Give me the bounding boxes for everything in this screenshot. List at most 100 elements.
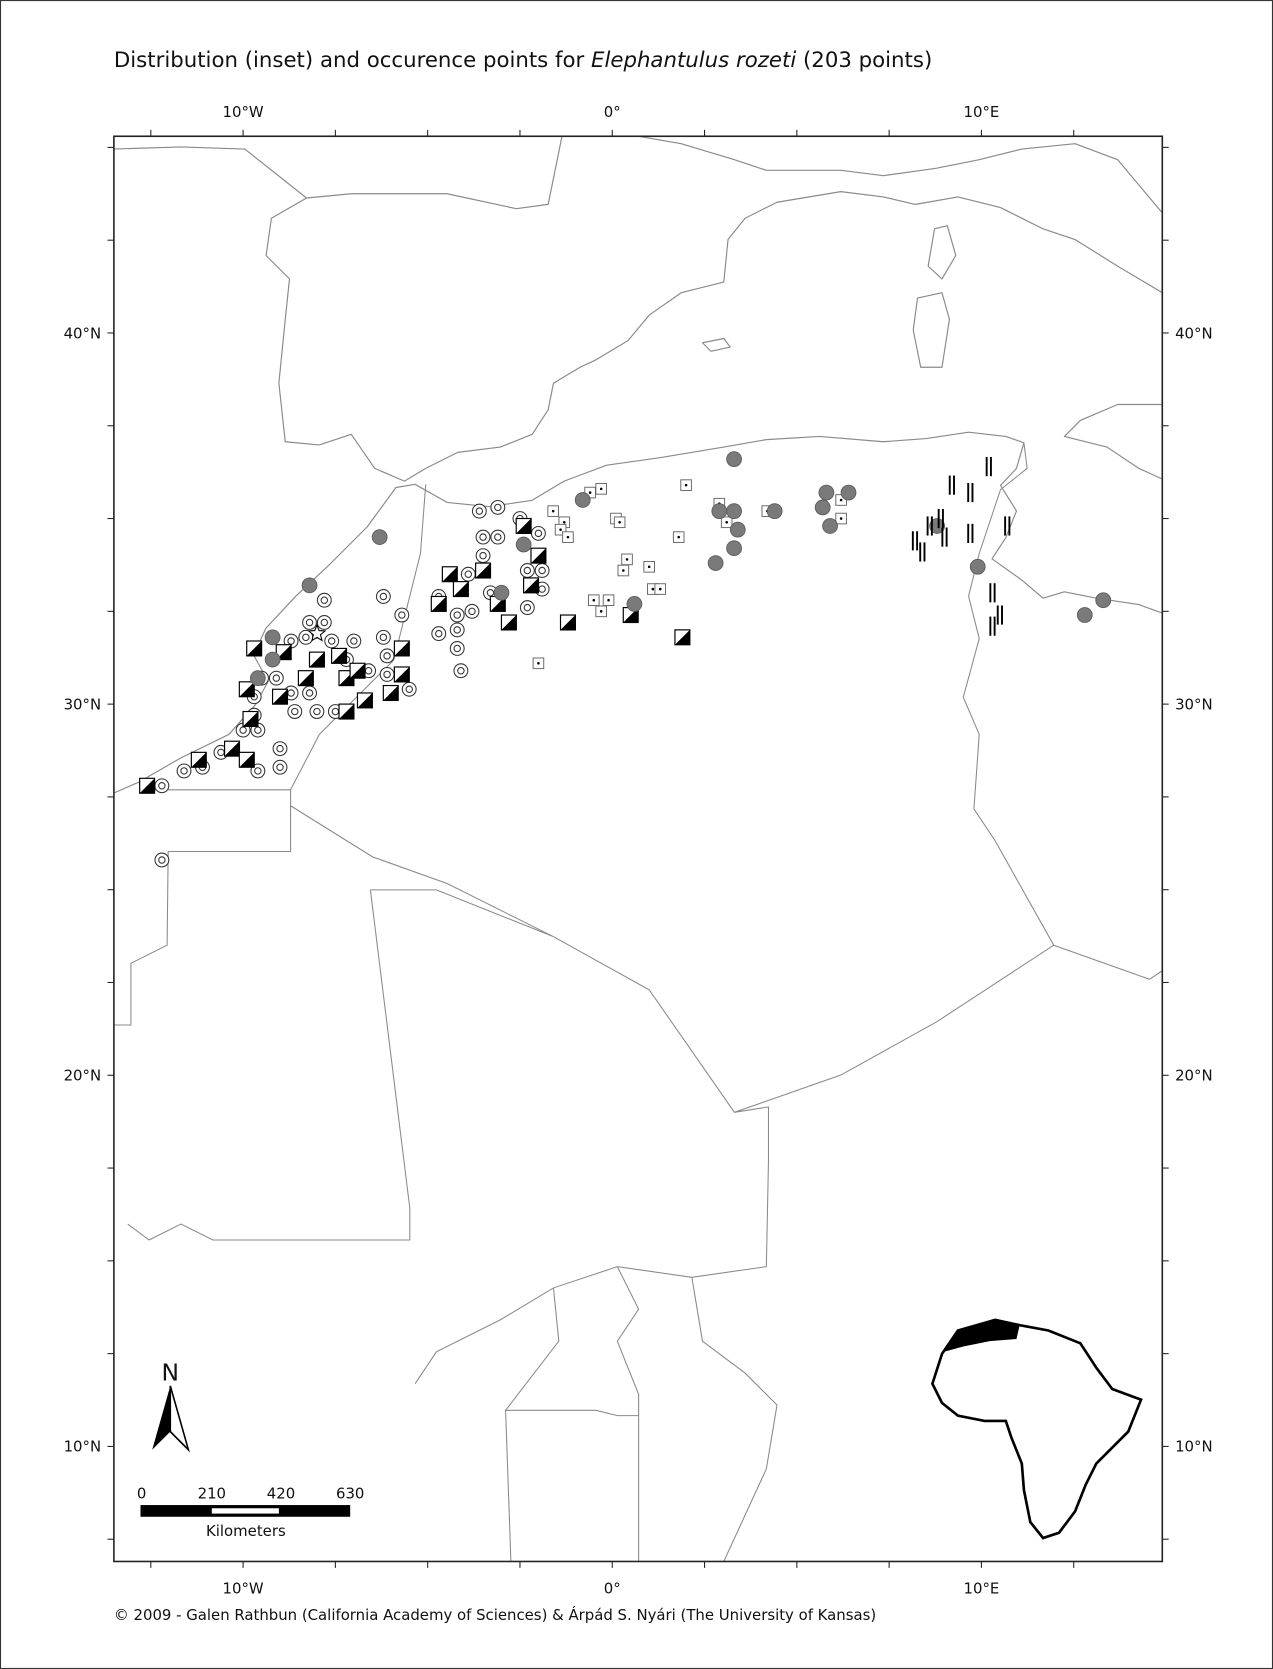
- ring-inner: [479, 533, 487, 541]
- occurrence-point: [515, 536, 532, 553]
- occurrence-point: [275, 644, 292, 661]
- occurrence-point: [264, 629, 281, 646]
- dot: [625, 558, 629, 561]
- occurrence-point: [941, 527, 948, 547]
- map-frame: [113, 135, 1164, 1563]
- ring: [272, 741, 288, 757]
- occurrence-point: [242, 710, 259, 728]
- occurrence-point: [268, 670, 284, 686]
- disc: [766, 503, 783, 520]
- occurrence-point: [967, 482, 974, 503]
- occurrence-point: [726, 503, 742, 520]
- occurrence-point: [530, 525, 546, 541]
- ring: [154, 852, 170, 868]
- occurrence-point: [375, 629, 391, 645]
- ring: [471, 503, 487, 519]
- occurrence-point: [729, 521, 746, 538]
- ring: [490, 529, 506, 545]
- occurrence-point: [613, 516, 626, 529]
- occurrence-point: [493, 584, 510, 601]
- occurrence-point: [316, 592, 332, 608]
- ring: [316, 615, 332, 630]
- x-tick-label: 0°: [604, 103, 621, 121]
- half-fill: [246, 640, 262, 656]
- occurrence-point: [822, 518, 838, 534]
- occurrence-point: [272, 741, 288, 757]
- dot: [607, 598, 610, 602]
- occurrence-point: [835, 512, 847, 525]
- ring: [316, 592, 332, 608]
- disc: [574, 492, 591, 508]
- occurrence-point: [375, 589, 391, 604]
- half-fill: [357, 692, 373, 708]
- ring: [272, 759, 288, 775]
- occurrence-point: [302, 615, 317, 630]
- ring-inner: [327, 637, 336, 645]
- ring-inner: [523, 603, 532, 612]
- occurrence-point: [595, 605, 607, 618]
- half-fill: [530, 548, 546, 564]
- occurrence-point: [176, 763, 192, 779]
- ring-inner: [320, 618, 329, 627]
- star-shape: [307, 623, 327, 642]
- ring-inner: [398, 611, 406, 619]
- ring: [268, 670, 284, 686]
- ring-inner: [272, 674, 281, 682]
- occurrence-point: [654, 583, 667, 595]
- occurrence-point: [672, 531, 685, 543]
- ring-inner: [383, 652, 391, 660]
- occurrence-point: [1004, 516, 1011, 536]
- occurrence-point: [349, 662, 366, 679]
- scale-label: 210: [198, 1485, 226, 1503]
- ring-inner: [180, 767, 188, 775]
- occurrence-point: [471, 503, 487, 519]
- ring: [460, 566, 476, 582]
- occurrence-point: [452, 581, 469, 598]
- ring-inner: [435, 629, 443, 638]
- ring: [287, 704, 303, 719]
- country-borders: [113, 442, 1163, 1562]
- ring: [302, 615, 317, 630]
- ring-inner: [494, 533, 502, 541]
- occurrence-point: [307, 623, 327, 642]
- ring-inner: [453, 644, 461, 653]
- ring-inner: [302, 633, 310, 642]
- disc: [301, 577, 318, 594]
- occurrence-point: [449, 607, 465, 623]
- disc: [818, 484, 835, 501]
- dot: [559, 528, 562, 531]
- occurrence-point: [249, 670, 266, 687]
- half-fill: [224, 741, 240, 757]
- occurrence-point: [643, 560, 655, 573]
- occurrence-point: [726, 451, 742, 468]
- title-suffix: (203 points): [796, 48, 932, 73]
- half-fill: [523, 577, 539, 593]
- occurrence-point: [519, 600, 535, 616]
- ring: [431, 626, 447, 642]
- ring-inner: [350, 637, 358, 645]
- occurrence-point: [238, 681, 255, 698]
- inset-outline: [930, 1318, 1143, 1540]
- disc: [264, 651, 281, 668]
- y-tick-label: 20°N: [64, 1067, 102, 1085]
- ring: [475, 548, 491, 564]
- occurrence-point: [814, 499, 831, 516]
- map-title: Distribution (inset) and occurence point…: [114, 48, 932, 73]
- ring-inner: [158, 856, 166, 864]
- occurrence-point: [393, 640, 410, 657]
- occurrence-point: [559, 614, 576, 631]
- ring-inner: [453, 626, 461, 634]
- disc: [726, 503, 742, 520]
- dot: [551, 509, 555, 513]
- occurrence-point: [223, 740, 241, 757]
- ring-inner: [494, 503, 502, 512]
- occurrence-point: [562, 531, 574, 543]
- occurrence-point: [726, 540, 742, 557]
- occurrence-point: [532, 657, 545, 670]
- inset-range: [944, 1319, 1020, 1352]
- ring: [530, 525, 546, 541]
- scale-bar: 0 210 420 630 Kilometers: [137, 1485, 365, 1540]
- y-tick-label: 40°N: [1175, 324, 1213, 342]
- ring: [534, 563, 550, 578]
- occurrence-point: [316, 615, 332, 630]
